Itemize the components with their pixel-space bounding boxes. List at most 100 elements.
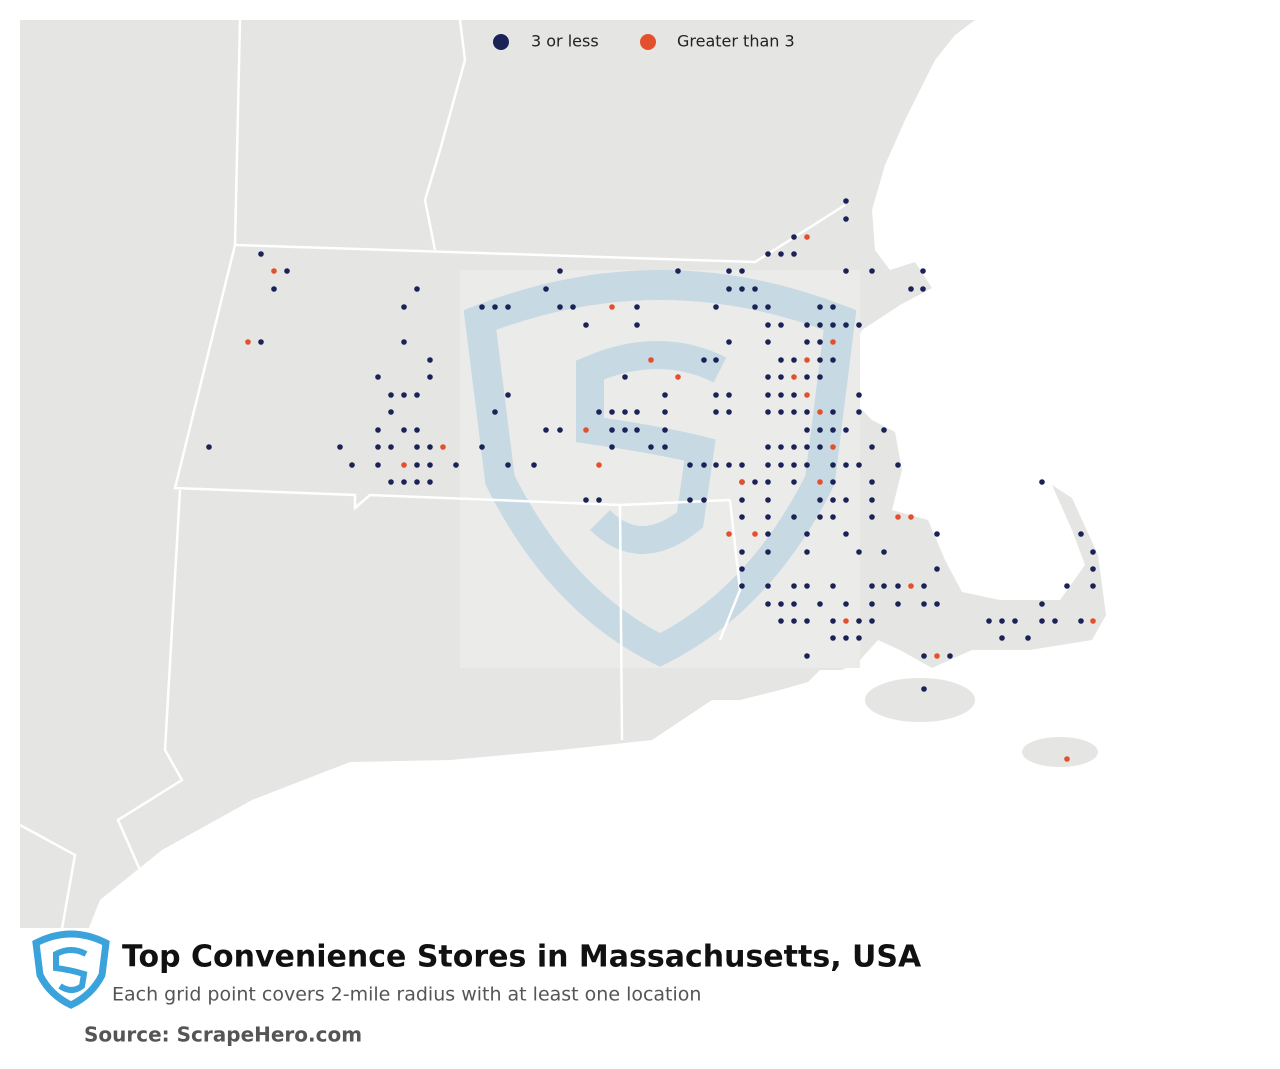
grid-point	[713, 462, 719, 468]
grid-point	[791, 583, 797, 589]
grid-point	[401, 339, 407, 345]
title: Top Convenience Stores in Massachusetts,…	[122, 940, 922, 975]
grid-point	[583, 322, 589, 328]
grid-point	[543, 286, 549, 292]
grid-point	[662, 392, 668, 398]
grid-point	[752, 479, 758, 485]
grid-point	[778, 444, 784, 450]
grid-point	[479, 304, 485, 310]
grid-point	[609, 444, 615, 450]
grid-point	[401, 462, 407, 468]
grid-point	[701, 497, 707, 503]
grid-point	[830, 618, 836, 624]
grid-point	[920, 268, 926, 274]
grid-point	[1090, 583, 1096, 589]
grid-point	[401, 427, 407, 433]
grid-point	[284, 268, 290, 274]
grid-point	[869, 514, 875, 520]
grid-point	[804, 374, 810, 380]
grid-point	[830, 322, 836, 328]
grid-point	[414, 286, 420, 292]
grid-point	[427, 479, 433, 485]
grid-point	[869, 444, 875, 450]
grid-point	[869, 497, 875, 503]
grid-point	[804, 322, 810, 328]
grid-point	[791, 618, 797, 624]
grid-point	[791, 601, 797, 607]
grid-point	[920, 286, 926, 292]
grid-point	[609, 427, 615, 433]
grid-point	[206, 444, 212, 450]
grid-point	[726, 392, 732, 398]
grid-point	[804, 462, 810, 468]
grid-point	[414, 427, 420, 433]
border	[618, 504, 624, 741]
grid-point	[440, 444, 446, 450]
island	[865, 678, 975, 722]
grid-point	[401, 304, 407, 310]
grid-point	[843, 216, 849, 222]
grid-point	[817, 444, 823, 450]
grid-point	[791, 251, 797, 257]
grid-point	[830, 583, 836, 589]
grid-point	[999, 635, 1005, 641]
grid-point	[713, 357, 719, 363]
grid-point	[543, 427, 549, 433]
grid-point	[414, 462, 420, 468]
grid-point	[804, 618, 810, 624]
grid-point	[337, 444, 343, 450]
grid-point	[817, 601, 823, 607]
grid-point	[817, 322, 823, 328]
grid-point	[1052, 618, 1058, 624]
grid-point	[752, 286, 758, 292]
grid-point	[817, 479, 823, 485]
grid-point	[999, 618, 1005, 624]
grid-point	[843, 427, 849, 433]
grid-point	[791, 479, 797, 485]
grid-point	[843, 618, 849, 624]
land	[20, 20, 1106, 945]
grid-point	[791, 392, 797, 398]
grid-point	[1064, 756, 1070, 762]
grid-point	[804, 549, 810, 555]
grid-point	[986, 618, 992, 624]
grid-point	[375, 374, 381, 380]
grid-point	[1025, 635, 1031, 641]
grid-point	[375, 462, 381, 468]
grid-point	[634, 427, 640, 433]
grid-point	[701, 357, 707, 363]
grid-point	[505, 392, 511, 398]
grid-point	[921, 601, 927, 607]
grid-point	[843, 268, 849, 274]
grid-point	[830, 427, 836, 433]
grid-point	[791, 514, 797, 520]
border	[718, 499, 742, 641]
grid-point	[765, 462, 771, 468]
grid-point	[843, 198, 849, 204]
grid-point	[453, 462, 459, 468]
grid-point	[778, 322, 784, 328]
grid-point	[830, 339, 836, 345]
legend: 3 or less Greater than 3	[493, 32, 795, 51]
grid-point	[817, 427, 823, 433]
grid-point	[596, 462, 602, 468]
grid-point	[271, 268, 277, 274]
grid-point	[427, 462, 433, 468]
border	[423, 19, 467, 251]
grid-point	[765, 497, 771, 503]
grid-point	[583, 497, 589, 503]
grid-point	[765, 251, 771, 257]
grid-point	[804, 339, 810, 345]
grid-point	[701, 462, 707, 468]
grid-point	[662, 427, 668, 433]
grid-point	[726, 268, 732, 274]
grid-point	[739, 268, 745, 274]
grid-point	[739, 549, 745, 555]
grid-point	[791, 357, 797, 363]
grid-point	[557, 304, 563, 310]
grid-point	[921, 686, 927, 692]
grid-point	[752, 531, 758, 537]
grid-point	[881, 427, 887, 433]
grid-point	[427, 374, 433, 380]
grid-point	[648, 444, 654, 450]
